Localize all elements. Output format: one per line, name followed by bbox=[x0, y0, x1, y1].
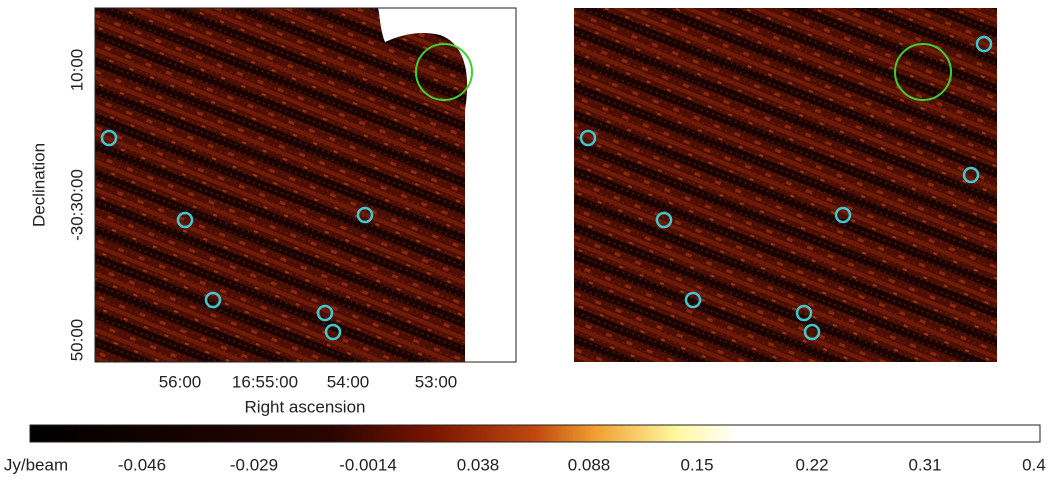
x-tick-label: 56:00 bbox=[159, 372, 202, 391]
image-texture bbox=[574, 8, 997, 362]
y-tick-label: 50:00 bbox=[67, 319, 86, 362]
x-tick-label: 53:00 bbox=[415, 372, 458, 391]
region-marker bbox=[415, 43, 473, 101]
colorbar-tick-label: -0.0014 bbox=[339, 455, 397, 474]
y-tick-label: 10:00 bbox=[67, 49, 86, 92]
colorbar: Jy/beam -0.046 -0.029 -0.0014 0.038 0.088 0.1… bbox=[4, 424, 1046, 474]
colorbar-tick-label: 0.088 bbox=[568, 455, 611, 474]
colorbar-tick-label: -0.046 bbox=[118, 455, 166, 474]
left-panel: 10:00 -30:30:00 50:00 56:00 16:55:00 54:… bbox=[29, 7, 517, 416]
colorbar-tick-label: 0.4 bbox=[1022, 455, 1046, 474]
x-axis-label: Right ascension bbox=[245, 397, 366, 416]
y-axis-label: Declination bbox=[29, 143, 48, 227]
colorbar-unit: Jy/beam bbox=[4, 455, 68, 474]
colorbar-tick-label: 0.038 bbox=[457, 455, 500, 474]
colorbar-scale bbox=[29, 424, 1041, 443]
mask bbox=[378, 8, 516, 362]
right-panel bbox=[574, 8, 997, 362]
colorbar-tick-label: -0.029 bbox=[230, 455, 278, 474]
colorbar-tick-label: 0.31 bbox=[908, 455, 941, 474]
colorbar-tick-label: 0.15 bbox=[680, 455, 713, 474]
frame bbox=[94, 7, 517, 363]
y-tick-label: -30:30:00 bbox=[67, 169, 86, 241]
x-tick-label: 54:00 bbox=[327, 372, 370, 391]
image-texture bbox=[95, 8, 516, 362]
colorbar-tick-label: 0.22 bbox=[795, 455, 828, 474]
x-tick-label: 16:55:00 bbox=[232, 372, 298, 391]
source-markers bbox=[100, 129, 374, 341]
region-marker bbox=[894, 43, 952, 101]
source-markers bbox=[579, 35, 993, 341]
